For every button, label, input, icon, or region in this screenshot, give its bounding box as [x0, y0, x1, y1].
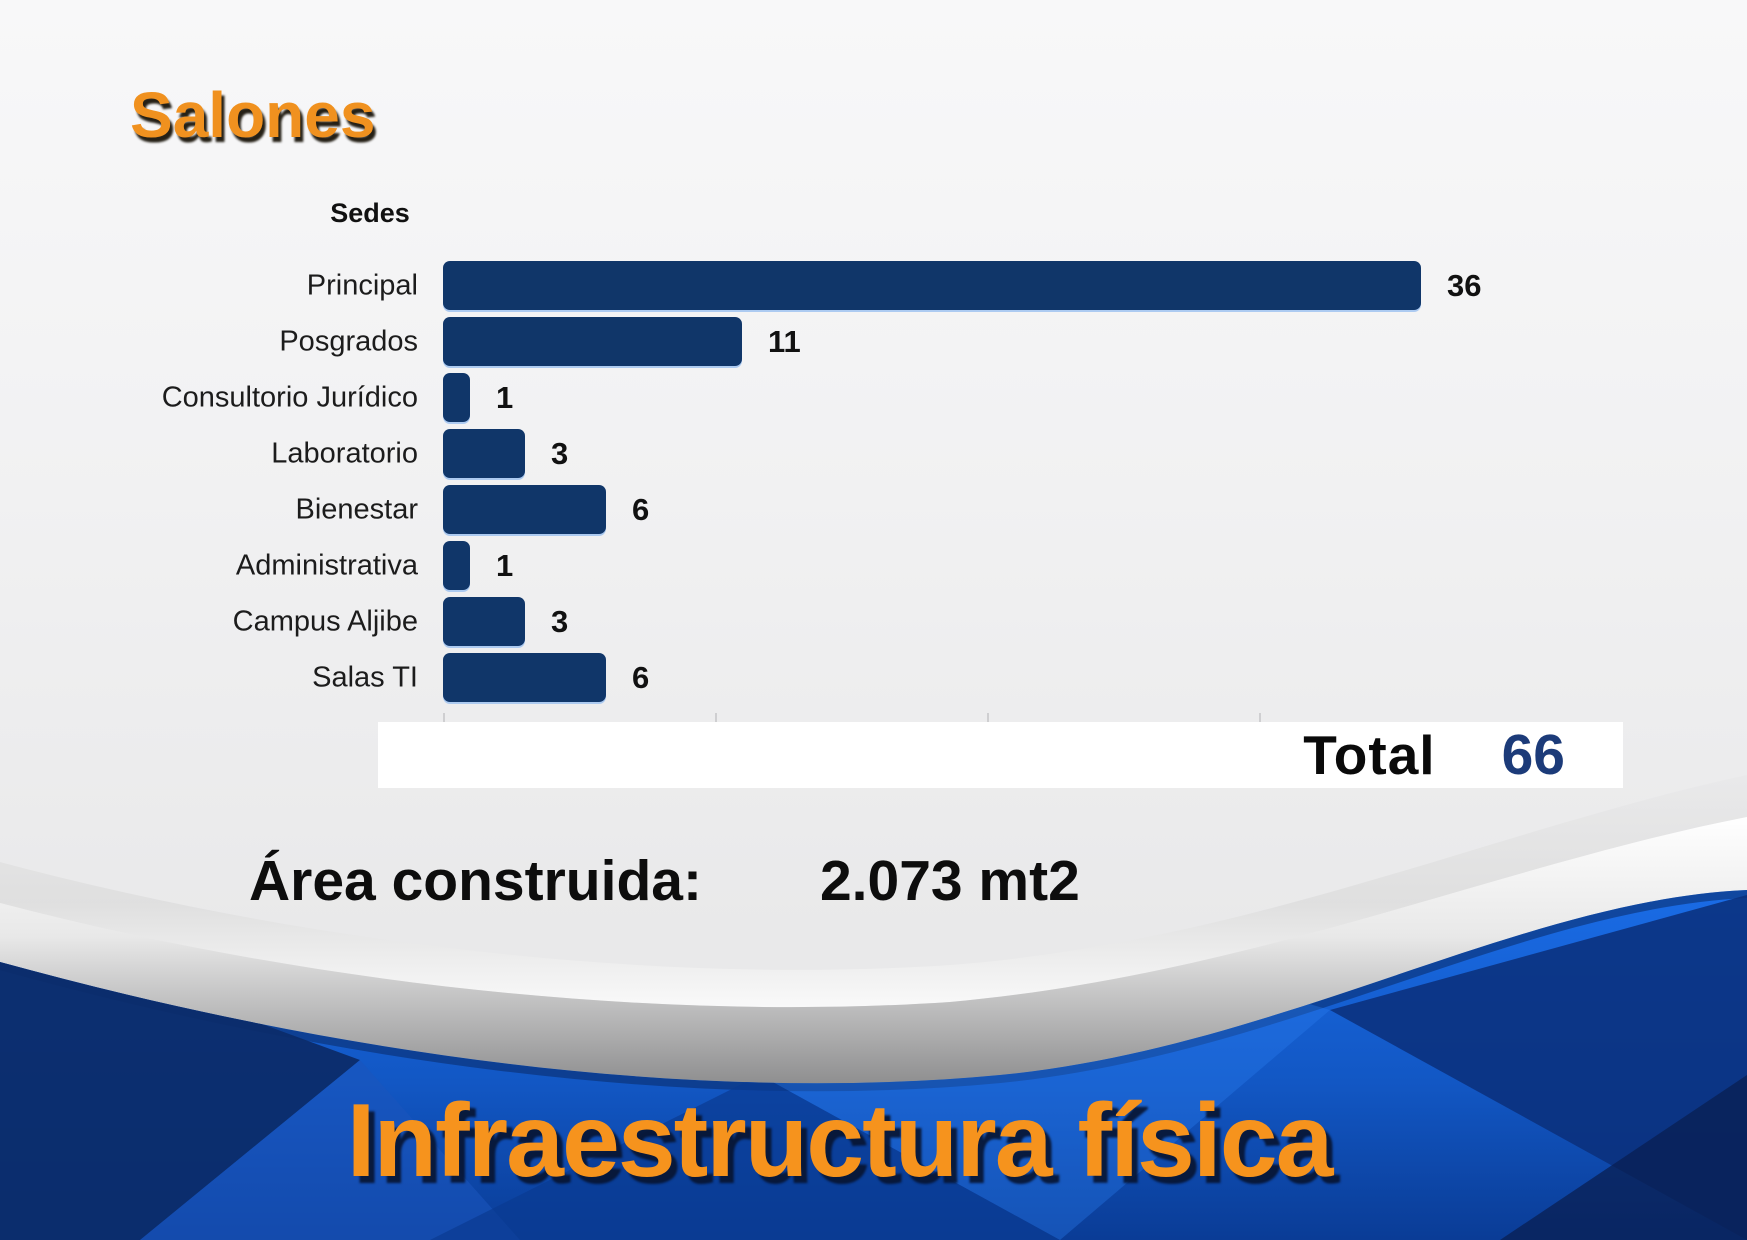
value-label: 6: [632, 491, 650, 527]
category-label: Consultorio Jurídico: [161, 381, 418, 413]
bar: [443, 261, 1421, 310]
bar: [443, 653, 606, 702]
category-label: Campus Aljibe: [232, 605, 418, 637]
total-row: Total 66: [378, 722, 1623, 788]
bar: [443, 541, 470, 590]
value-label: 3: [551, 603, 569, 639]
value-label: 1: [496, 379, 514, 415]
axis-tick: [715, 713, 717, 722]
chart-row: Consultorio Jurídico 1: [0, 373, 1747, 422]
chart-axis-title: Sedes: [330, 198, 410, 228]
silver-swoosh: [0, 817, 1747, 1084]
value-label: 11: [768, 323, 801, 359]
total-value: 66: [1501, 723, 1565, 787]
chart-row: Salas TI 6: [0, 653, 1747, 702]
axis-tick: [987, 713, 989, 722]
category-label: Laboratorio: [271, 437, 418, 469]
bar: [443, 373, 470, 422]
chart-row: Posgrados 11: [0, 317, 1747, 366]
category-label: Principal: [306, 269, 418, 301]
value-label: 3: [551, 435, 569, 471]
bar: [443, 485, 606, 534]
gray-curve-edge: [0, 775, 1747, 1008]
total-label: Total: [1303, 724, 1436, 786]
value-label: 6: [632, 659, 650, 695]
value-label: 1: [496, 547, 514, 583]
slide-title: Salones: [130, 79, 376, 151]
bar: [443, 317, 742, 366]
area-construida-line: Área construida: 2.073 mt2: [249, 848, 1080, 914]
chart-row: Administrativa 1: [0, 541, 1747, 590]
category-label: Bienestar: [295, 493, 418, 525]
footer-title: Infraestructura física: [346, 1083, 1334, 1199]
chart-row: Principal 36: [0, 261, 1747, 310]
bar: [443, 429, 525, 478]
category-label: Salas TI: [312, 661, 418, 693]
chart-row: Campus Aljibe 3: [0, 597, 1747, 646]
bar: [443, 597, 525, 646]
area-label: Área construida:: [249, 849, 702, 913]
area-value: 2.073 mt2: [819, 849, 1080, 913]
chart-row: Laboratorio 3: [0, 429, 1747, 478]
category-label: Administrativa: [235, 549, 418, 581]
value-label: 36: [1447, 267, 1482, 303]
axis-tick: [1259, 713, 1261, 722]
chart-row: Bienestar 6: [0, 485, 1747, 534]
category-label: Posgrados: [279, 325, 418, 357]
axis-tick: [443, 713, 445, 722]
